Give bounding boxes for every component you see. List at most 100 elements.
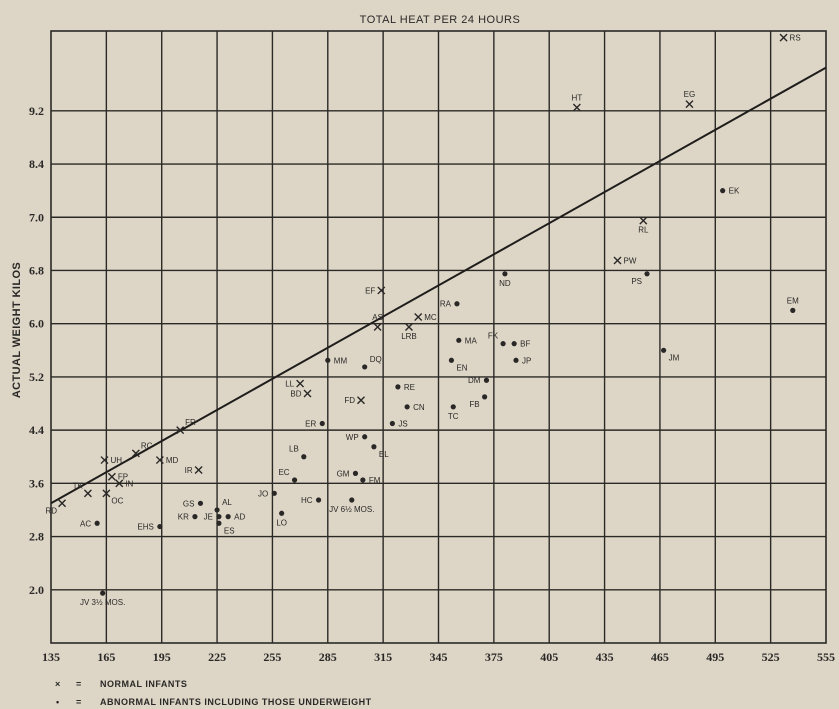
point-label: EL <box>379 450 389 459</box>
abnormal-infant-marker <box>456 337 462 343</box>
x-tick-label: 375 <box>485 650 503 664</box>
abnormal-infant-marker <box>100 590 106 596</box>
point-label: EM <box>787 296 799 305</box>
abnormal-infant-marker <box>500 341 506 347</box>
point-label: TC <box>448 412 459 421</box>
point-label: FP <box>118 473 128 482</box>
x-tick-label: 165 <box>97 650 115 664</box>
point-label: JP <box>522 356 531 365</box>
point-label: RE <box>404 383 415 392</box>
normal-infant-marker <box>176 426 185 435</box>
chart-title: TOTAL HEAT PER 24 HOURS <box>360 14 521 26</box>
point-label: RD <box>46 506 58 515</box>
legend-equals-normal: = <box>76 679 82 689</box>
legend-symbol-abnormal: • <box>56 697 60 707</box>
point-label: GM <box>337 469 350 478</box>
point-label: EK <box>729 187 740 196</box>
point-label: BD <box>290 390 301 399</box>
point-label: EG <box>684 90 696 99</box>
x-tick-label: 285 <box>319 650 337 664</box>
point-label: ND <box>499 279 511 288</box>
point-label: EHS <box>137 523 153 532</box>
point-label: BF <box>520 340 530 349</box>
normal-infant-marker <box>107 472 116 481</box>
point-label: RS <box>790 34 801 43</box>
point-label: ER <box>305 419 316 428</box>
y-tick-labels: 2.0 2.8 3.6 4.4 5.2 6.0 6.8 7.0 8.4 9.2 <box>29 104 44 597</box>
normal-infant-marker <box>639 216 648 225</box>
y-tick-label: 6.0 <box>29 317 44 331</box>
point-label: JV 3½ MOS. <box>80 598 125 607</box>
point-label: MD <box>166 456 179 465</box>
point-label: EN <box>456 363 467 372</box>
point-label: LO <box>276 518 287 527</box>
abnormal-infant-marker <box>225 514 231 520</box>
point-label: FD <box>344 396 355 405</box>
normal-infant-marker <box>303 389 312 398</box>
point-label: AS <box>372 313 383 322</box>
point-label: FR <box>185 418 196 427</box>
point-label: PW <box>623 257 636 266</box>
point-label: HT <box>572 94 583 103</box>
point-label: JM <box>669 353 680 362</box>
point-label: KR <box>178 513 189 522</box>
x-tick-label: 555 <box>817 650 835 664</box>
abnormal-infant-marker <box>349 497 355 503</box>
abnormal-infant-marker <box>448 357 455 363</box>
point-label: DM <box>468 376 481 385</box>
abnormal-infant-marker <box>157 523 163 530</box>
point-label: AC <box>80 519 91 528</box>
x-tick-label: 195 <box>153 650 171 664</box>
abnormal-infant-marker <box>395 384 401 390</box>
point-label: RA <box>440 300 452 309</box>
abnormal-infant-marker <box>790 307 796 313</box>
abnormal-infant-marker <box>279 510 285 516</box>
y-tick-label: 2.8 <box>29 530 44 544</box>
normal-infant-marker <box>377 286 386 295</box>
abnormal-infant-marker <box>389 420 395 427</box>
normal-infant-marker <box>414 313 423 322</box>
normal-infant-marker <box>613 256 622 265</box>
x-tick-label: 315 <box>374 650 392 664</box>
point-label: HC <box>301 496 313 505</box>
y-tick-label: 9.2 <box>29 104 44 118</box>
point-label: EF <box>365 286 375 295</box>
x-tick-label: 135 <box>42 650 60 664</box>
abnormal-infant-marker <box>362 364 368 370</box>
y-tick-label: 2.0 <box>29 583 44 597</box>
abnormal-infant-marker <box>502 271 508 277</box>
y-axis-label: ACTUAL WEIGHT KILOS <box>11 262 23 398</box>
normal-infant-marker <box>404 323 413 332</box>
normal-infant-marker <box>357 396 365 405</box>
legend-equals-abnormal: = <box>76 697 82 707</box>
x-tick-labels: 135 165 195 225 255 285 315 345 375 405 435 465 495 5… <box>42 650 835 664</box>
x-tick-label: 465 <box>651 650 669 664</box>
point-label: FB <box>469 400 479 409</box>
abnormal-infant-marker <box>644 271 650 277</box>
y-tick-label: 4.4 <box>29 423 44 437</box>
abnormal-infant-marker <box>325 357 331 363</box>
normal-infant-marker <box>572 103 581 112</box>
point-label: LL <box>285 380 294 389</box>
x-tick-label: 405 <box>540 650 558 664</box>
abnormal-infant-marker <box>454 301 460 307</box>
point-label: UH <box>111 456 123 465</box>
point-label: AL <box>222 498 232 507</box>
point-label: LRB <box>401 332 417 341</box>
point-label: FM <box>369 476 381 485</box>
point-label: CN <box>413 403 425 412</box>
normal-infant-marker <box>685 100 694 109</box>
normal-infant-marker <box>102 489 111 498</box>
abnormal-infant-marker <box>513 357 519 363</box>
point-label: DQ <box>370 355 382 364</box>
legend-label-abnormal: ABNORMAL INFANTS INCLUDING THOSE UNDERWE… <box>100 697 372 707</box>
abnormal-infant-marker <box>216 520 222 526</box>
normal-infant-marker <box>373 323 382 332</box>
normal-infant-marker <box>115 479 124 488</box>
abnormal-infant-marker <box>482 394 488 400</box>
abnormal-infant-marker <box>720 188 726 194</box>
abnormal-infant-marker <box>371 444 377 450</box>
abnormal-infant-marker <box>360 477 366 483</box>
